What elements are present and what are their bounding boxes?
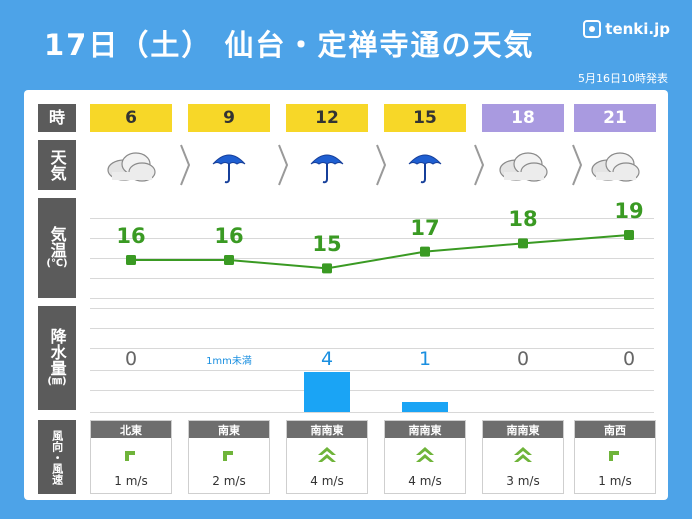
row-label-wind: 風向・風速 bbox=[38, 420, 76, 494]
row-label-temp: 気温 (℃) bbox=[38, 198, 76, 298]
temp-gridline bbox=[90, 298, 654, 299]
umbrella-icon bbox=[286, 142, 368, 190]
wind-cell: 北東 1 m/s bbox=[90, 420, 172, 494]
temp-gridline bbox=[90, 218, 654, 219]
wind-direction: 南南東 bbox=[385, 421, 465, 438]
row-label-weather: 天気 bbox=[38, 140, 76, 190]
temp-label: 18 bbox=[508, 207, 538, 232]
temp-label: 19 bbox=[614, 199, 644, 223]
wind-speed: 4 m/s bbox=[310, 474, 344, 488]
temp-label: 16 bbox=[116, 224, 146, 248]
tenki-logo-icon bbox=[583, 20, 602, 38]
umbrella-icon bbox=[384, 142, 466, 190]
precip-bar bbox=[402, 402, 448, 412]
umbrella-icon bbox=[188, 142, 270, 190]
precip-gridline bbox=[90, 308, 654, 309]
row-label-precip-text: 降水量 bbox=[47, 328, 67, 376]
precip-label: 0 bbox=[124, 348, 138, 370]
page-title: 17日（土） 仙台・定禅寺通の天気 bbox=[44, 28, 535, 62]
chevron-right-icon bbox=[472, 142, 486, 188]
row-label-wind-text: 風向・風速 bbox=[50, 429, 64, 485]
time-cell: 21 bbox=[574, 104, 656, 132]
temp-gridline bbox=[90, 258, 654, 259]
temperature-point bbox=[322, 263, 332, 274]
wind-cell: 南南東 3 m/s bbox=[482, 420, 564, 494]
wind-speed: 2 m/s bbox=[212, 474, 246, 488]
precip-label: 1 bbox=[418, 348, 432, 370]
wind-speed: 1 m/s bbox=[114, 474, 148, 488]
temp-label: 15 bbox=[312, 232, 342, 257]
chevron-right-icon bbox=[570, 142, 584, 188]
wind-cell: 南南東 4 m/s bbox=[286, 420, 368, 494]
temp-label: 16 bbox=[214, 224, 244, 248]
precip-label: 0 bbox=[622, 348, 636, 370]
wind-arrow-double-icon bbox=[287, 438, 367, 474]
time-cell: 15 bbox=[384, 104, 466, 132]
precip-gridline bbox=[90, 370, 654, 371]
wind-arrow-double-icon bbox=[483, 438, 563, 474]
precip-gridline bbox=[90, 348, 654, 349]
cloud-icon bbox=[90, 142, 172, 190]
temperature-chart bbox=[126, 230, 634, 274]
temperature-point bbox=[518, 238, 528, 249]
wind-cell: 南東 2 m/s bbox=[188, 420, 270, 494]
forecast-panel: 時 天気 気温 (℃) 降水量 (㎜) 風向・風速 6 9 12 15 18 21 16 0… bbox=[24, 90, 668, 500]
time-cell: 12 bbox=[286, 104, 368, 132]
row-label-time-text: 時 bbox=[48, 108, 65, 128]
temperature-line bbox=[131, 234, 630, 270]
temperature-point bbox=[126, 255, 136, 265]
temp-label: 17 bbox=[410, 215, 440, 240]
wind-arrow-double-icon bbox=[385, 438, 465, 474]
wind-direction: 南東 bbox=[189, 421, 269, 438]
precip-label: 4 bbox=[320, 348, 334, 370]
row-label-temp-unit: (℃) bbox=[46, 258, 68, 269]
wind-arrow-single-icon bbox=[91, 438, 171, 474]
row-label-time: 時 bbox=[38, 104, 76, 132]
precip-bar bbox=[304, 372, 350, 412]
wind-speed: 1 m/s bbox=[598, 474, 632, 488]
tenki-logo[interactable]: tenki.jp bbox=[583, 20, 670, 38]
row-label-precip: 降水量 (㎜) bbox=[38, 306, 76, 410]
wind-speed: 4 m/s bbox=[408, 474, 442, 488]
temperature-point bbox=[420, 246, 430, 257]
wind-cell: 南南東 4 m/s bbox=[384, 420, 466, 494]
wind-direction: 南西 bbox=[575, 421, 655, 438]
chevron-right-icon bbox=[374, 142, 388, 188]
precip-gridline bbox=[90, 328, 654, 329]
logo-text: tenki.jp bbox=[605, 20, 670, 38]
chevron-right-icon bbox=[178, 142, 192, 188]
precip-gridline bbox=[90, 390, 654, 391]
temperature-point bbox=[624, 230, 634, 240]
wind-arrow-single-icon bbox=[575, 438, 655, 474]
row-label-weather-text: 天気 bbox=[47, 149, 67, 181]
row-label-temp-text: 気温 bbox=[47, 226, 67, 258]
wind-direction: 南南東 bbox=[287, 421, 367, 438]
issued-time: 5月16日10時発表 bbox=[578, 72, 668, 85]
cloud-icon bbox=[482, 142, 564, 190]
temperature-point bbox=[224, 255, 234, 265]
wind-cell: 南西 1 m/s bbox=[574, 420, 656, 494]
wind-speed: 3 m/s bbox=[506, 474, 540, 488]
temp-gridline bbox=[90, 238, 654, 239]
time-cell: 18 bbox=[482, 104, 564, 132]
wind-arrow-single-icon bbox=[189, 438, 269, 474]
wind-direction: 北東 bbox=[91, 421, 171, 438]
row-label-precip-unit: (㎜) bbox=[47, 376, 67, 387]
time-cell: 6 bbox=[90, 104, 172, 132]
temp-gridline bbox=[90, 278, 654, 279]
precip-gridline bbox=[90, 412, 654, 413]
chevron-right-icon bbox=[276, 142, 290, 188]
cloud-icon bbox=[574, 142, 656, 190]
precip-label: 1mm未満 bbox=[206, 356, 252, 367]
time-cell: 9 bbox=[188, 104, 270, 132]
precip-label: 0 bbox=[516, 348, 530, 370]
wind-direction: 南南東 bbox=[483, 421, 563, 438]
